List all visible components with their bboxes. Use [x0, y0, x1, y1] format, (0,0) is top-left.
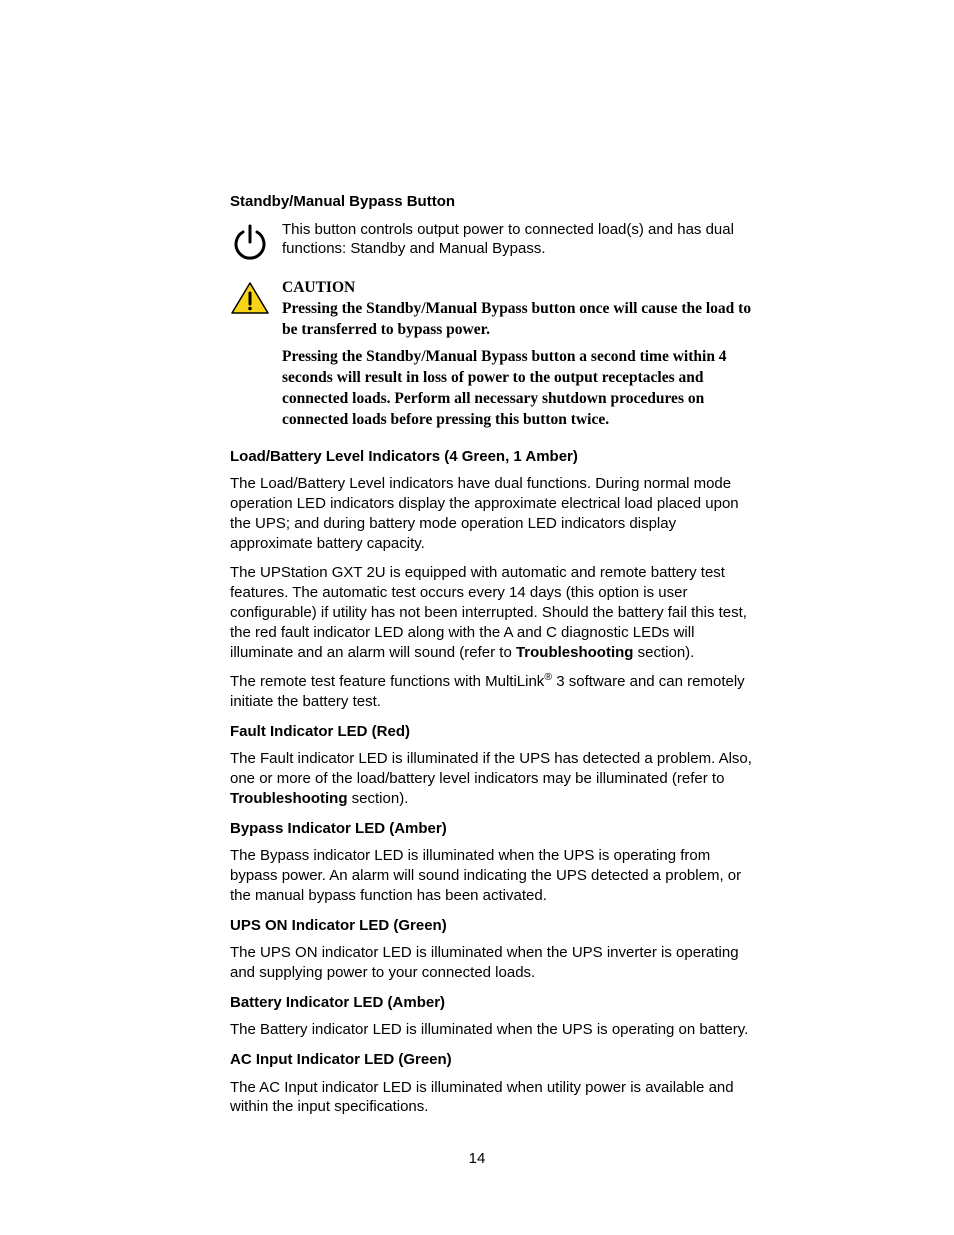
bypass-heading: Bypass Indicator LED (Amber) — [230, 819, 760, 839]
fault-p: The Fault indicator LED is illuminated i… — [230, 749, 760, 808]
warning-icon — [230, 279, 282, 317]
fault-p-post: section). — [348, 790, 409, 807]
caution-p2: Pressing the Standby/Manual Bypass butto… — [282, 347, 760, 431]
fault-heading: Fault Indicator LED (Red) — [230, 722, 760, 742]
upson-heading: UPS ON Indicator LED (Green) — [230, 916, 760, 936]
acinput-p: The AC Input indicator LED is illuminate… — [230, 1078, 760, 1118]
load-p3: The remote test feature functions with M… — [230, 672, 760, 712]
load-heading: Load/Battery Level Indicators (4 Green, … — [230, 447, 760, 467]
load-p2-post: section). — [633, 644, 694, 661]
fault-p-bold: Troubleshooting — [230, 790, 348, 807]
page-number: 14 — [0, 1150, 954, 1167]
bypass-p: The Bypass indicator LED is illuminated … — [230, 846, 760, 905]
registered-mark: ® — [544, 671, 552, 683]
standby-intro-row: This button controls output power to con… — [230, 220, 760, 270]
load-p2-bold: Troubleshooting — [516, 644, 634, 661]
caution-label: CAUTION — [282, 279, 760, 297]
load-p3-pre: The remote test feature functions with M… — [230, 673, 544, 690]
standby-heading: Standby/Manual Bypass Button — [230, 192, 760, 212]
standby-intro-text: This button controls output power to con… — [282, 220, 760, 260]
fault-p-pre: The Fault indicator LED is illuminated i… — [230, 750, 752, 787]
battery-p: The Battery indicator LED is illuminated… — [230, 1020, 760, 1040]
caution-row: CAUTION Pressing the Standby/Manual Bypa… — [230, 279, 760, 437]
upson-p: The UPS ON indicator LED is illuminated … — [230, 943, 760, 983]
acinput-heading: AC Input Indicator LED (Green) — [230, 1050, 760, 1070]
load-p2: The UPStation GXT 2U is equipped with au… — [230, 563, 760, 662]
load-p1: The Load/Battery Level indicators have d… — [230, 474, 760, 553]
battery-heading: Battery Indicator LED (Amber) — [230, 993, 760, 1013]
caution-p1: Pressing the Standby/Manual Bypass butto… — [282, 299, 760, 341]
power-icon — [230, 220, 282, 262]
manual-page: Standby/Manual Bypass Button This button… — [0, 0, 954, 1235]
